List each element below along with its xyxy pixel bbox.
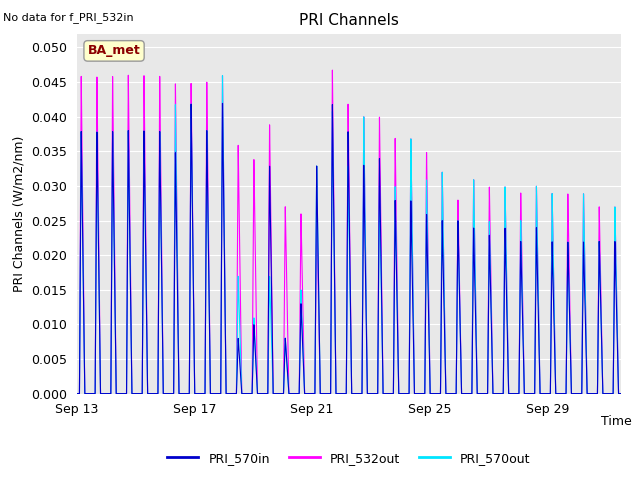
Text: BA_met: BA_met: [88, 44, 140, 58]
Y-axis label: PRI Channels (W/m2/nm): PRI Channels (W/m2/nm): [13, 135, 26, 292]
Legend: PRI_570in, PRI_532out, PRI_570out: PRI_570in, PRI_532out, PRI_570out: [162, 447, 536, 469]
Title: PRI Channels: PRI Channels: [299, 13, 399, 28]
Text: No data for f_PRI_532in: No data for f_PRI_532in: [3, 12, 134, 23]
X-axis label: Time: Time: [601, 415, 632, 428]
